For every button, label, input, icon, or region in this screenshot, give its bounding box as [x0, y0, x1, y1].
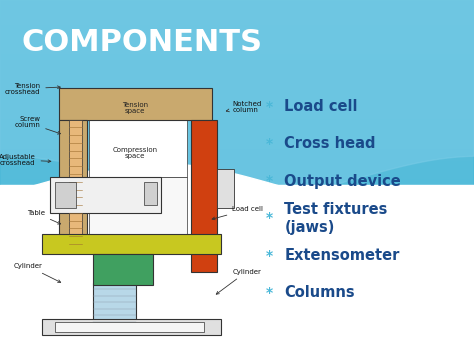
Bar — [0, 255, 474, 260]
Text: *: * — [265, 174, 273, 188]
Bar — [0, 290, 474, 296]
Bar — [0, 65, 474, 71]
Bar — [0, 36, 474, 42]
Bar — [0, 195, 474, 201]
Bar — [55, 182, 76, 208]
Bar — [93, 254, 153, 285]
Bar — [0, 53, 474, 59]
Text: *: * — [265, 286, 273, 300]
Text: *: * — [265, 248, 273, 263]
Bar — [0, 331, 474, 337]
Text: Notched
column: Notched column — [226, 100, 262, 113]
Bar — [0, 29, 474, 36]
Text: Test fixtures
(jaws): Test fixtures (jaws) — [284, 202, 388, 235]
Bar — [0, 77, 474, 83]
Bar — [0, 184, 474, 189]
Bar — [42, 319, 221, 335]
Bar — [0, 207, 474, 213]
Bar — [0, 349, 474, 355]
Bar — [0, 106, 474, 113]
Text: Tension
space: Tension space — [122, 102, 148, 114]
Bar — [191, 120, 217, 273]
Text: Cross head: Cross head — [284, 136, 376, 151]
Bar — [0, 71, 474, 77]
Text: Load cell: Load cell — [284, 99, 358, 114]
Bar — [0, 237, 474, 242]
Text: *: * — [265, 99, 273, 114]
Text: COMPONENTS: COMPONENTS — [22, 28, 263, 57]
Bar — [0, 225, 474, 231]
Bar — [55, 322, 204, 332]
Bar — [144, 182, 157, 205]
Text: *: * — [265, 137, 273, 151]
Text: *: * — [265, 211, 273, 225]
Bar — [0, 59, 474, 65]
Bar — [0, 171, 474, 178]
Bar — [59, 120, 86, 246]
Bar — [42, 234, 221, 254]
Text: Table: Table — [27, 210, 61, 224]
Bar — [50, 176, 161, 213]
Bar — [0, 219, 474, 225]
Bar — [0, 189, 474, 195]
Bar — [0, 302, 474, 308]
Bar — [217, 169, 234, 208]
Text: Load cell: Load cell — [212, 207, 263, 220]
Bar — [0, 313, 474, 320]
Bar — [0, 118, 474, 124]
Bar — [0, 343, 474, 349]
Bar — [0, 89, 474, 95]
Bar — [0, 260, 474, 266]
Bar — [89, 120, 187, 176]
Bar — [93, 283, 136, 324]
Bar — [0, 296, 474, 302]
Bar — [0, 166, 474, 171]
Text: Cylinder: Cylinder — [216, 269, 261, 294]
Bar — [0, 95, 474, 100]
Bar — [0, 201, 474, 207]
Bar — [0, 278, 474, 284]
Bar — [89, 176, 187, 234]
Bar — [0, 320, 474, 326]
Text: Screw
column: Screw column — [14, 116, 61, 134]
Bar — [0, 83, 474, 89]
Bar — [0, 12, 474, 18]
Bar — [0, 154, 474, 160]
Bar — [0, 248, 474, 255]
Bar — [0, 42, 474, 47]
Bar — [0, 142, 474, 148]
Bar — [69, 120, 82, 246]
Bar — [0, 124, 474, 130]
Bar — [0, 337, 474, 343]
Bar — [0, 231, 474, 237]
Bar — [0, 6, 474, 12]
Text: Adjustable
crosshead: Adjustable crosshead — [0, 154, 51, 166]
Bar — [0, 213, 474, 219]
Bar — [0, 266, 474, 272]
Bar — [0, 100, 474, 106]
Bar — [0, 160, 474, 166]
Bar — [0, 148, 474, 154]
Bar — [59, 88, 212, 120]
Bar — [0, 242, 474, 248]
Bar — [0, 136, 474, 142]
Text: Cylinder: Cylinder — [14, 263, 61, 282]
Text: Compression
space: Compression space — [112, 147, 158, 159]
Bar — [0, 0, 474, 6]
Bar — [0, 185, 474, 355]
Bar — [0, 47, 474, 53]
Bar — [0, 178, 474, 184]
Text: Columns: Columns — [284, 285, 355, 300]
Text: Output device: Output device — [284, 174, 401, 189]
Bar — [0, 130, 474, 136]
Bar — [0, 272, 474, 278]
Text: Extensometer: Extensometer — [284, 248, 400, 263]
Bar — [0, 18, 474, 24]
Bar — [0, 326, 474, 331]
Text: Tension
crosshead: Tension crosshead — [5, 83, 60, 95]
Bar — [0, 284, 474, 290]
Bar — [0, 24, 474, 29]
Bar — [0, 113, 474, 118]
Bar — [0, 308, 474, 313]
